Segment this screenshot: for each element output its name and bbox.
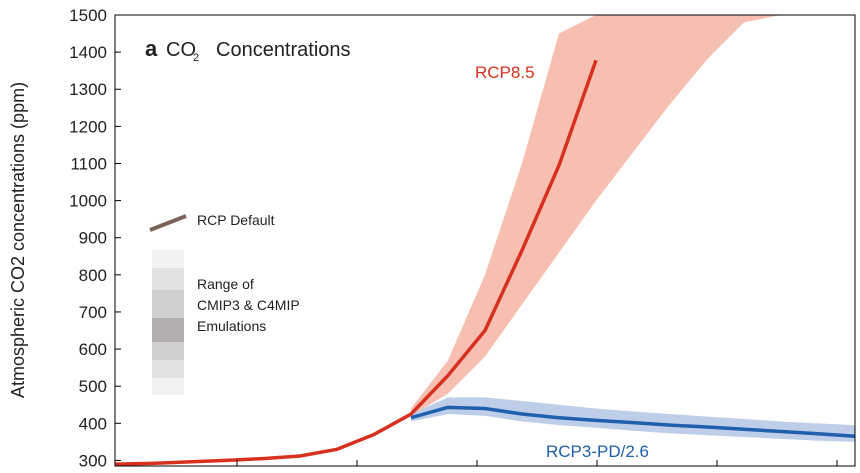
uncertainty-band: [411, 397, 855, 442]
y-tick-label: 1300: [69, 80, 107, 99]
y-axis-label: Atmospheric CO2 concentrations (ppm): [8, 82, 28, 398]
legend-range-line: Emulations: [197, 318, 266, 334]
series-label: RCP8.5: [475, 63, 535, 82]
axes-frame: [114, 14, 856, 467]
legend-default-line: [149, 214, 187, 232]
y-tick-label: 300: [79, 451, 107, 470]
y-tick-label: 1000: [69, 192, 107, 211]
y-tick-label: 700: [79, 303, 107, 322]
x-tick-marks: [236, 460, 838, 466]
y-tick-label: 1500: [69, 6, 107, 25]
chart-title: CO: [166, 39, 196, 61]
y-tick-label: 1200: [69, 117, 107, 136]
y-tick-label: 1100: [70, 154, 107, 173]
y-tick-label: 500: [79, 377, 107, 396]
legend-range-swatch: [152, 250, 184, 395]
y-tick-label: 1400: [69, 43, 107, 62]
y-tick-label: 400: [79, 414, 107, 433]
y-tick-label: 600: [79, 340, 107, 359]
chart-title-rest: Concentrations: [216, 39, 351, 61]
series-line: [410, 405, 855, 439]
legend-range-line: CMIP3 & C4MIP: [197, 297, 300, 313]
series-line: [115, 59, 598, 466]
uncertainty-band: [411, 15, 781, 416]
series-label: RCP3-PD/2.6: [546, 442, 649, 461]
y-tick-label: 800: [79, 266, 107, 285]
legend-range-line: Range of: [197, 276, 254, 292]
panel-label: a: [145, 36, 158, 61]
y-tick-label: 900: [79, 229, 107, 248]
plot-area: [115, 15, 855, 466]
chart-title-subscript: 2: [193, 52, 199, 64]
legend-default-label: RCP Default: [197, 212, 275, 228]
